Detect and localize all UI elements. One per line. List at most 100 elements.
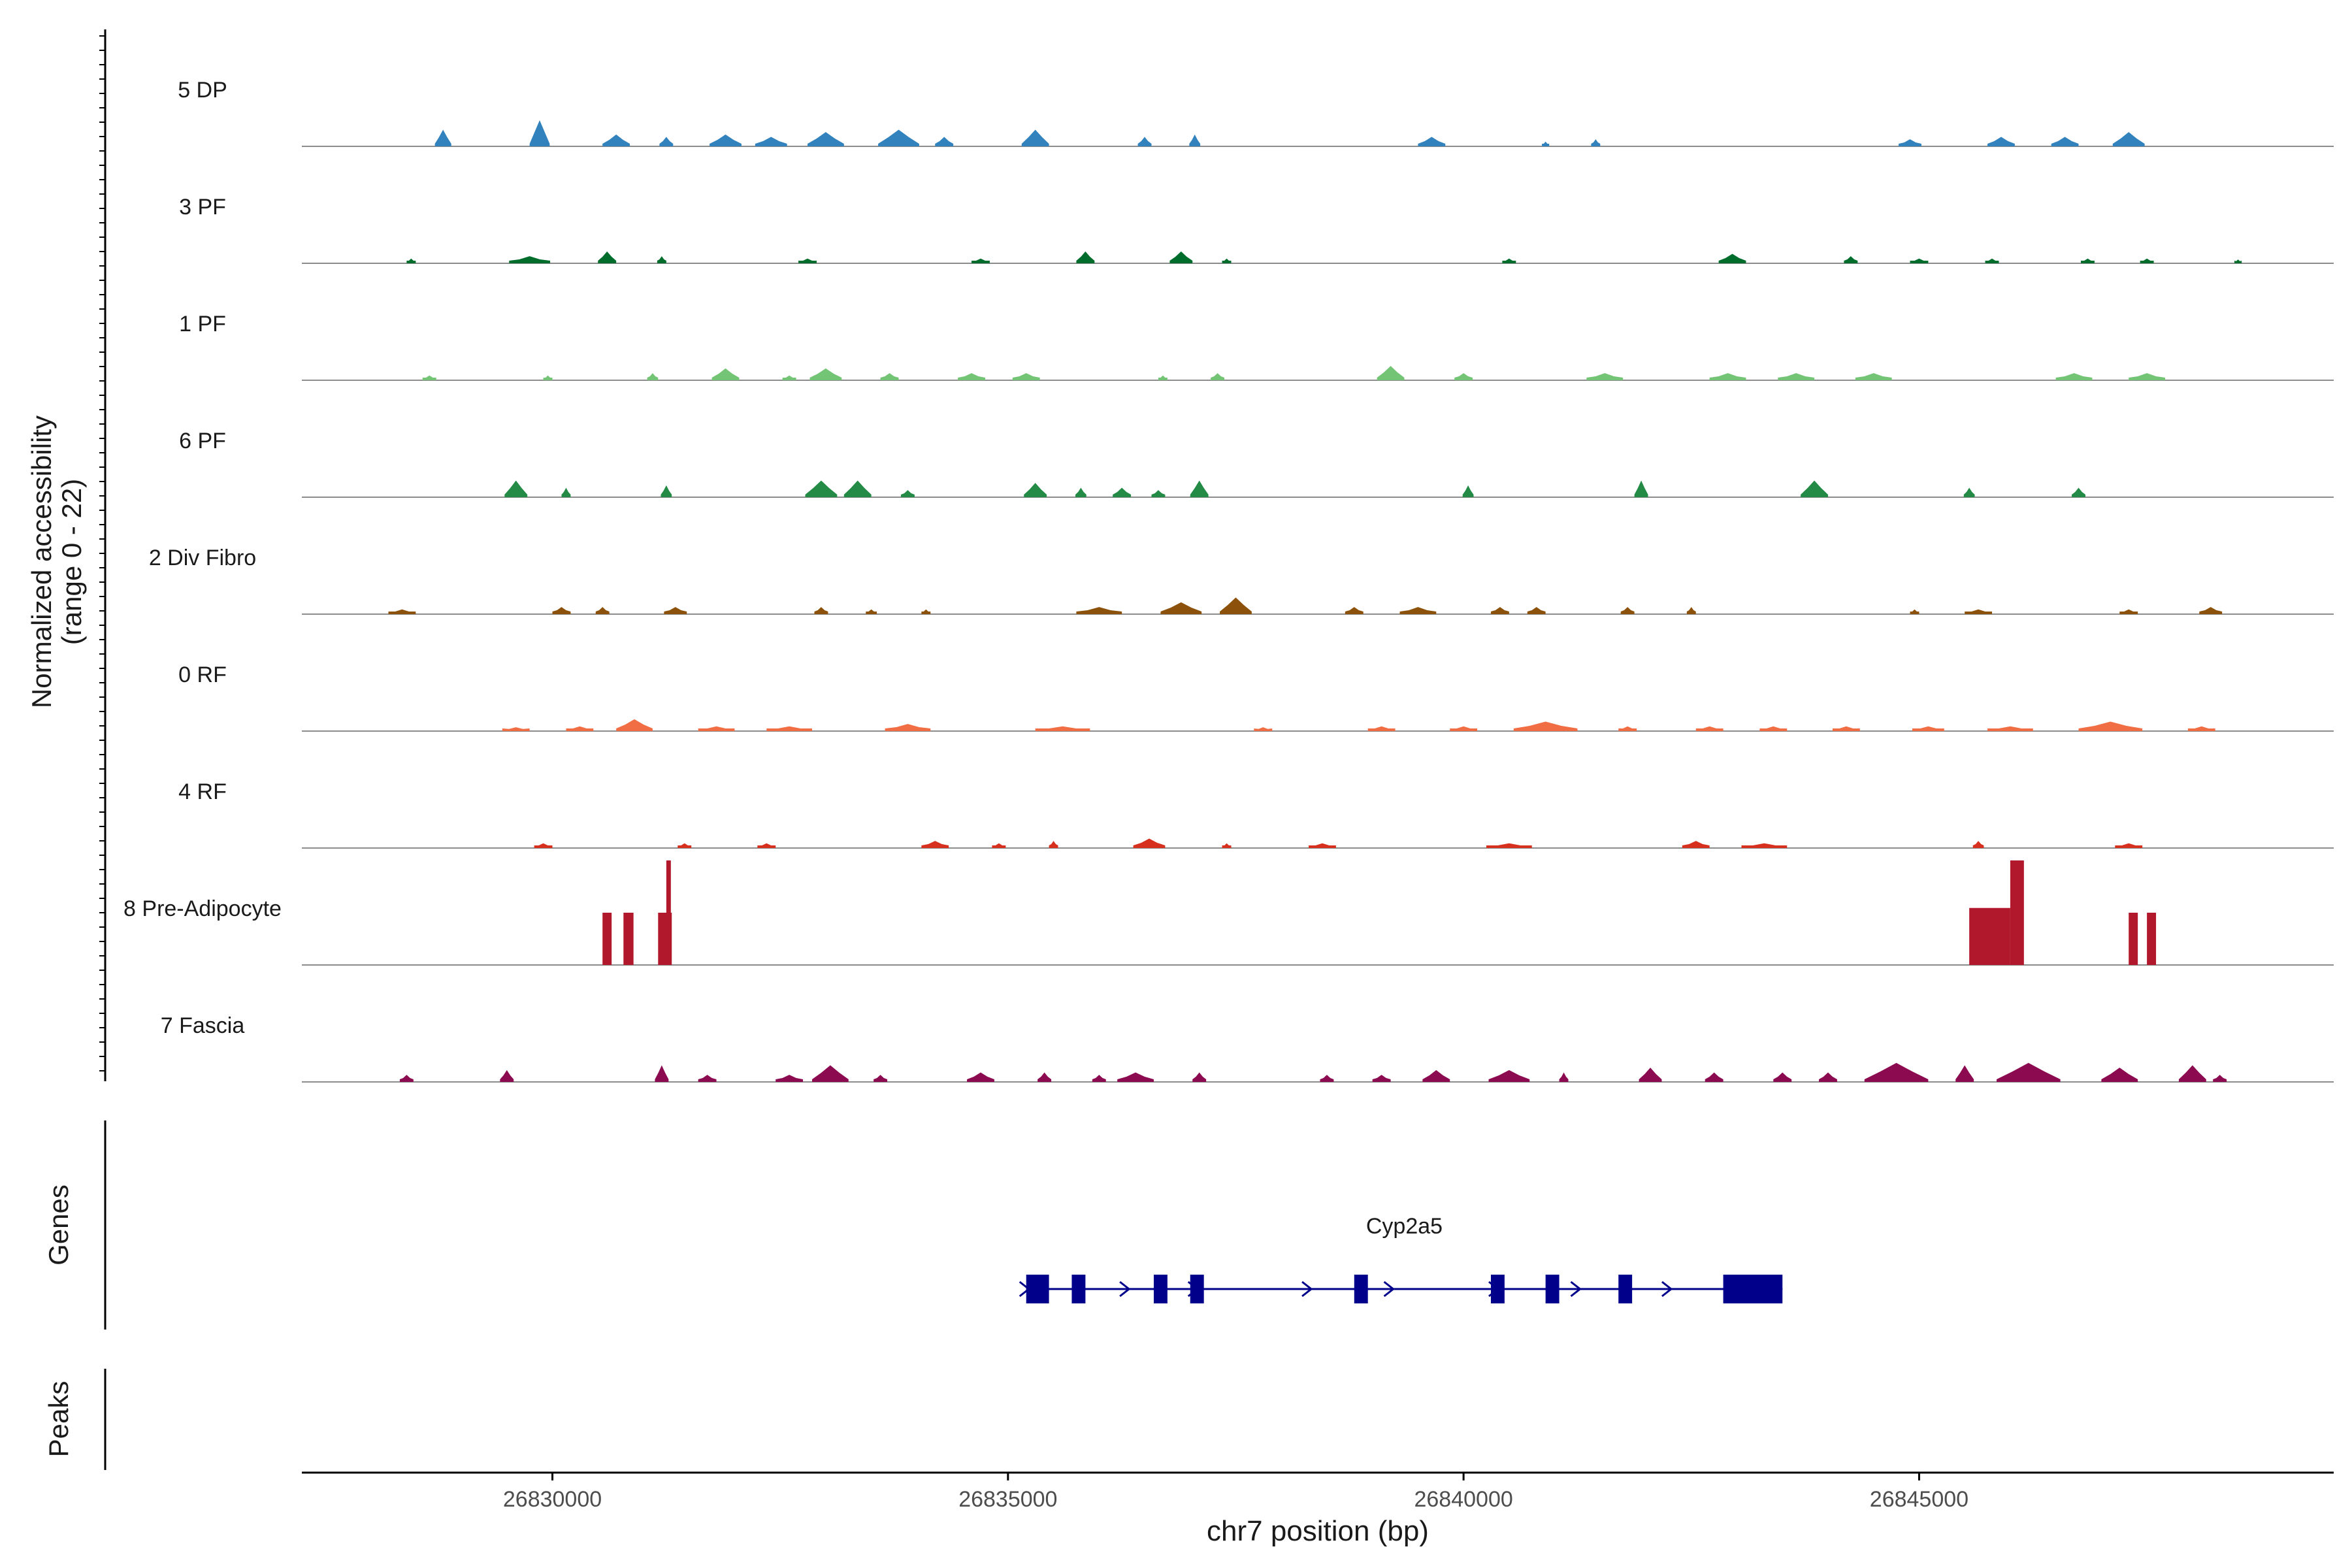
coverage-peak (935, 137, 954, 146)
track-label: 6 PF (179, 429, 226, 453)
y-axis-label-line1: Normalized accessibility (26, 416, 57, 708)
track-5-dp: 5 DP (178, 78, 2334, 147)
gene-exon (1153, 1275, 1168, 1303)
coverage-peak (885, 724, 931, 731)
coverage-peak (543, 375, 553, 380)
track-3-pf: 3 PF (179, 195, 2334, 264)
coverage-peak (1254, 727, 1273, 731)
coverage-peak (1021, 129, 1049, 146)
track-8-pre-adipocyte: 8 Pre-Adipocyte (123, 860, 2334, 966)
gene-exon (1490, 1275, 1505, 1303)
gene-exon (1026, 1275, 1049, 1303)
coverage-peak (1211, 373, 1225, 380)
coverage-peak (434, 129, 451, 146)
coverage-peak (1454, 373, 1473, 380)
coverage-peak (2101, 1068, 2138, 1082)
coverage-peak (1309, 843, 1336, 848)
coverage-peak (1076, 251, 1095, 263)
coverage-peak (1864, 1062, 1929, 1082)
coverage-peak (1987, 726, 2033, 731)
coverage-peak (2119, 609, 2138, 614)
gene-exon (1354, 1275, 1368, 1303)
coverage-bar (1969, 907, 1997, 965)
coverage-peak (1320, 1075, 1334, 1082)
coverage-peak (1012, 373, 1040, 380)
coverage-peak (1996, 1062, 2061, 1082)
coverage-peak (1695, 726, 1723, 731)
coverage-peak (808, 132, 844, 146)
coverage-peak (2112, 132, 2145, 146)
track-label: 8 Pre-Adipocyte (123, 896, 282, 921)
coverage-peak (502, 727, 530, 731)
coverage-peak (1075, 487, 1086, 497)
coverage-peak (616, 719, 653, 731)
strand-arrow (1301, 1281, 1313, 1298)
track-label: 0 RF (178, 662, 227, 687)
coverage-peak (1488, 1070, 1530, 1082)
coverage-peak (766, 726, 812, 731)
coverage-peak (1117, 1072, 1154, 1082)
coverage-peak (1773, 1072, 1792, 1082)
coverage-peak (1462, 485, 1474, 497)
coverage-peak (2178, 1065, 2206, 1082)
x-axis-label: chr7 position (bp) (1207, 1515, 1429, 1547)
coverage-peak (874, 1075, 888, 1082)
coverage-peak (602, 134, 630, 146)
track-label: 7 Fascia (161, 1013, 245, 1038)
track-4-rf: 4 RF (178, 779, 2334, 849)
track-label: 3 PF (179, 195, 226, 220)
track-1-pf: 1 PF (179, 312, 2334, 381)
coverage-peak (598, 251, 617, 263)
coverage-peak (678, 843, 692, 848)
coverage-peak (1513, 721, 1578, 731)
coverage-peak (1151, 490, 1166, 497)
coverage-peak (1372, 1075, 1391, 1082)
coverage-peak (1422, 1070, 1450, 1082)
coverage-peak (388, 609, 416, 614)
coverage-peak (843, 480, 872, 497)
coverage-peak (1955, 1065, 1974, 1082)
coverage-peak (967, 1072, 994, 1082)
coverage-peak (992, 843, 1006, 848)
x-tick-label: 26835000 (958, 1487, 1057, 1512)
y-axis-label-line2: (range 0 - 22) (56, 479, 87, 645)
coverage-peak (1709, 373, 1746, 380)
strand-arrow (1119, 1281, 1131, 1298)
coverage-peak (878, 129, 919, 146)
coverage-peak (1076, 607, 1122, 614)
coverage-peak (776, 1075, 804, 1082)
coverage-peak (647, 373, 659, 380)
coverage-peak (1133, 838, 1166, 848)
coverage-peak (1639, 1068, 1662, 1082)
coverage-peak (664, 607, 687, 614)
coverage-peak (552, 607, 571, 614)
coverage-peak (2080, 258, 2095, 263)
coverage-peak (900, 490, 915, 497)
coverage-peak (798, 258, 817, 263)
coverage-peak (1158, 375, 1168, 380)
coverage-peak (1137, 137, 1152, 146)
coverage-peak (1092, 1075, 1106, 1082)
coverage-peak (811, 1065, 849, 1082)
coverage-peak (2199, 607, 2223, 614)
coverage-peak (1035, 726, 1090, 731)
gene-exon (1190, 1275, 1204, 1303)
coverage-peak (1377, 366, 1405, 380)
coverage-y-ticks (99, 35, 105, 1071)
coverage-peak (1618, 726, 1637, 731)
coverage-peak (921, 609, 931, 614)
coverage-peak (1844, 256, 1858, 263)
coverage-peak (1160, 602, 1202, 614)
coverage-bar (2147, 913, 2157, 965)
track-6-pf: 6 PF (179, 429, 2334, 498)
coverage-peak (1502, 258, 1516, 263)
coverage-peak (1819, 1072, 1837, 1082)
coverage-peak (534, 843, 553, 848)
coverage-peak (972, 258, 990, 263)
coverage-peak (2078, 721, 2143, 731)
genes-panel-label: Genes (43, 1184, 74, 1266)
coverage-peak (1801, 480, 1828, 497)
coverage-peak (1559, 1072, 1569, 1082)
coverage-peak (1024, 483, 1047, 497)
